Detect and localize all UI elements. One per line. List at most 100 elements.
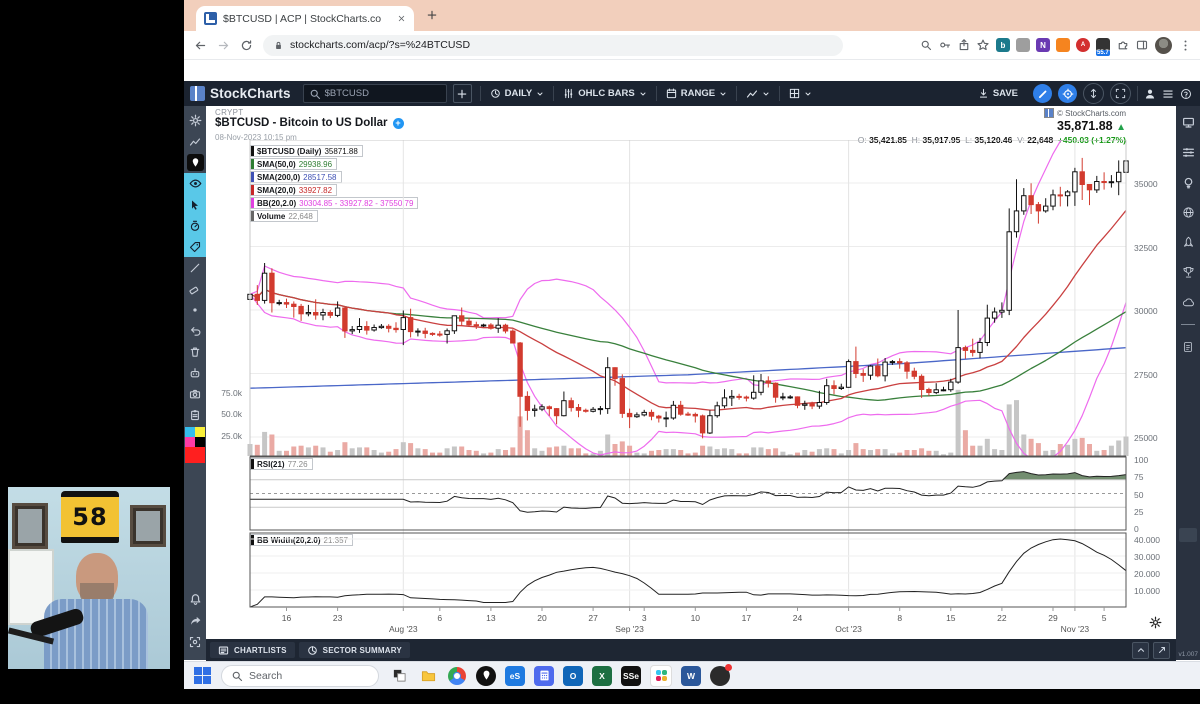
url-bar[interactable]: stockcharts.com/acp/?s=%24BTCUSD <box>263 34 843 56</box>
taskbar-app-excel[interactable]: X <box>592 665 612 686</box>
autoscale-button[interactable] <box>1083 83 1104 104</box>
extension-icons: b N A 55.7 <box>996 38 1110 56</box>
cloud-icon[interactable] <box>1177 292 1199 313</box>
taskbar-app-outlook[interactable]: O <box>563 665 583 686</box>
tab-sector-summary[interactable]: SECTOR SUMMARY <box>298 642 410 658</box>
bookmark-star-icon[interactable] <box>977 39 989 51</box>
cursor-icon[interactable] <box>184 194 206 215</box>
start-button[interactable] <box>194 667 211 684</box>
legend-item[interactable]: SMA(50,0) 29938.96 <box>250 158 338 170</box>
robot-icon[interactable] <box>184 362 206 383</box>
back-icon[interactable] <box>194 39 207 52</box>
stopwatch-icon[interactable] <box>184 215 206 236</box>
expand-diagonal-button[interactable] <box>1153 641 1170 659</box>
profile-avatar[interactable] <box>1155 36 1172 54</box>
crosshair-button[interactable] <box>1058 84 1077 103</box>
extension-icon[interactable]: 55.7 <box>1096 38 1110 56</box>
chart-canvas[interactable]: 16 23 6 13 20 27 3 10 17 24 8 15 22 29 5 Aug '23 Sep '23… <box>246 140 1130 635</box>
taskbar-app-pin-app[interactable] <box>476 665 496 686</box>
chart-type-dropdown[interactable]: OHLC BARS <box>554 81 655 106</box>
legend-color-bar <box>251 159 254 169</box>
globe-icon[interactable] <box>1177 202 1199 223</box>
extension-icon[interactable] <box>1056 38 1070 52</box>
taskbar-app-word[interactable]: W <box>681 665 701 686</box>
legend-item[interactable]: $BTCUSD (Daily) 35871.88 <box>250 145 363 157</box>
stockcharts-favicon <box>204 12 217 25</box>
undo-icon[interactable] <box>184 320 206 341</box>
palette-swatch[interactable] <box>185 437 195 447</box>
forward-icon[interactable] <box>217 39 230 52</box>
add-to-list-icon[interactable]: + <box>392 117 404 129</box>
bell-icon[interactable] <box>184 589 206 610</box>
trophy-icon[interactable] <box>1177 262 1199 283</box>
gear-icon[interactable] <box>184 110 206 131</box>
period-dropdown[interactable]: DAILY <box>481 81 554 106</box>
legend-item[interactable]: Volume 22,648 <box>250 210 318 222</box>
taskbar-app-file-explorer[interactable] <box>418 666 438 686</box>
map-pin-icon[interactable] <box>184 152 206 173</box>
menu-icon[interactable] <box>1162 88 1174 100</box>
rocket-icon[interactable] <box>1177 232 1199 253</box>
legend-item[interactable]: BB(20,2.0) 30304.85 - 33927.82 - 37550.79 <box>250 197 419 209</box>
h-sliders-icon[interactable] <box>1177 142 1199 163</box>
clipboard-icon[interactable] <box>184 404 206 425</box>
refresh-icon[interactable] <box>240 39 253 52</box>
taskbar-app-sse[interactable]: SSe <box>621 665 641 686</box>
extension-icon[interactable]: b <box>996 38 1010 52</box>
overlays-dropdown[interactable] <box>737 81 779 106</box>
indicator-legend[interactable]: BB Width(20,2.0) 21.357 <box>250 534 353 546</box>
taskbar-app-chrome[interactable] <box>447 666 467 686</box>
new-tab-button[interactable] <box>426 9 438 21</box>
idea-bulb-icon[interactable] <box>1177 172 1199 193</box>
tab-close-icon[interactable] <box>397 14 406 23</box>
taskbar-search[interactable]: Search <box>221 664 379 687</box>
help-icon[interactable] <box>1180 88 1192 100</box>
account-icon[interactable] <box>1144 88 1156 100</box>
dot-icon[interactable] <box>184 299 206 320</box>
color-palette[interactable] <box>185 427 205 463</box>
range-dropdown[interactable]: RANGE <box>657 81 736 106</box>
share-arrow-icon[interactable] <box>184 610 206 631</box>
eye-icon[interactable] <box>184 173 206 194</box>
layout-dropdown[interactable] <box>780 81 821 106</box>
price-tag-icon[interactable] <box>184 236 206 257</box>
eraser-icon[interactable] <box>184 278 206 299</box>
search-icon[interactable] <box>920 39 932 51</box>
extensions-puzzle-icon[interactable] <box>1117 39 1129 51</box>
side-panel-icon[interactable] <box>1136 39 1148 51</box>
symbol-search-input[interactable]: $BTCUSD <box>302 84 447 103</box>
fullscreen-button[interactable] <box>1110 83 1131 104</box>
extension-icon[interactable]: A <box>1076 38 1090 52</box>
annotate-button[interactable] <box>1033 84 1052 103</box>
browser-menu-icon[interactable] <box>1179 39 1192 52</box>
indicator-legend[interactable]: RSI(21) 77.26 <box>250 458 313 470</box>
taskbar-app-slack[interactable] <box>650 664 672 687</box>
camera-icon[interactable] <box>184 383 206 404</box>
extension-icon[interactable] <box>1016 38 1030 52</box>
screenshot-icon[interactable] <box>184 631 206 652</box>
trash-icon[interactable] <box>184 341 206 362</box>
report-doc-icon[interactable] <box>1177 336 1199 357</box>
taskbar-app-calculator[interactable] <box>534 665 554 686</box>
extension-icon[interactable]: N <box>1036 38 1050 52</box>
palette-swatch[interactable] <box>195 427 205 437</box>
taskbar-app-task-view[interactable] <box>389 666 409 686</box>
collapse-up-button[interactable] <box>1132 641 1149 659</box>
taskbar-app-record[interactable] <box>710 663 732 686</box>
taskbar-app-esignal[interactable]: eS <box>505 665 525 686</box>
palette-swatch[interactable] <box>195 437 205 447</box>
palette-swatch[interactable] <box>185 427 195 437</box>
save-button[interactable]: SAVE <box>969 81 1027 106</box>
browser-tab[interactable]: $BTCUSD | ACP | StockCharts.co <box>196 6 414 31</box>
tab-chartlists[interactable]: CHARTLISTS <box>210 642 295 658</box>
legend-item[interactable]: SMA(20,0) 33927.82 <box>250 184 338 196</box>
trendline-icon[interactable] <box>184 257 206 278</box>
add-symbol-button[interactable] <box>452 84 472 103</box>
chart-line-icon[interactable] <box>184 131 206 152</box>
share-icon[interactable] <box>958 39 970 51</box>
password-key-icon[interactable] <box>939 39 951 51</box>
chart-settings-gear-icon[interactable] <box>1149 616 1162 629</box>
palette-active-color[interactable] <box>185 447 205 463</box>
right-sidebar-handle[interactable] <box>1179 528 1197 542</box>
present-monitor-icon[interactable] <box>1177 112 1199 133</box>
